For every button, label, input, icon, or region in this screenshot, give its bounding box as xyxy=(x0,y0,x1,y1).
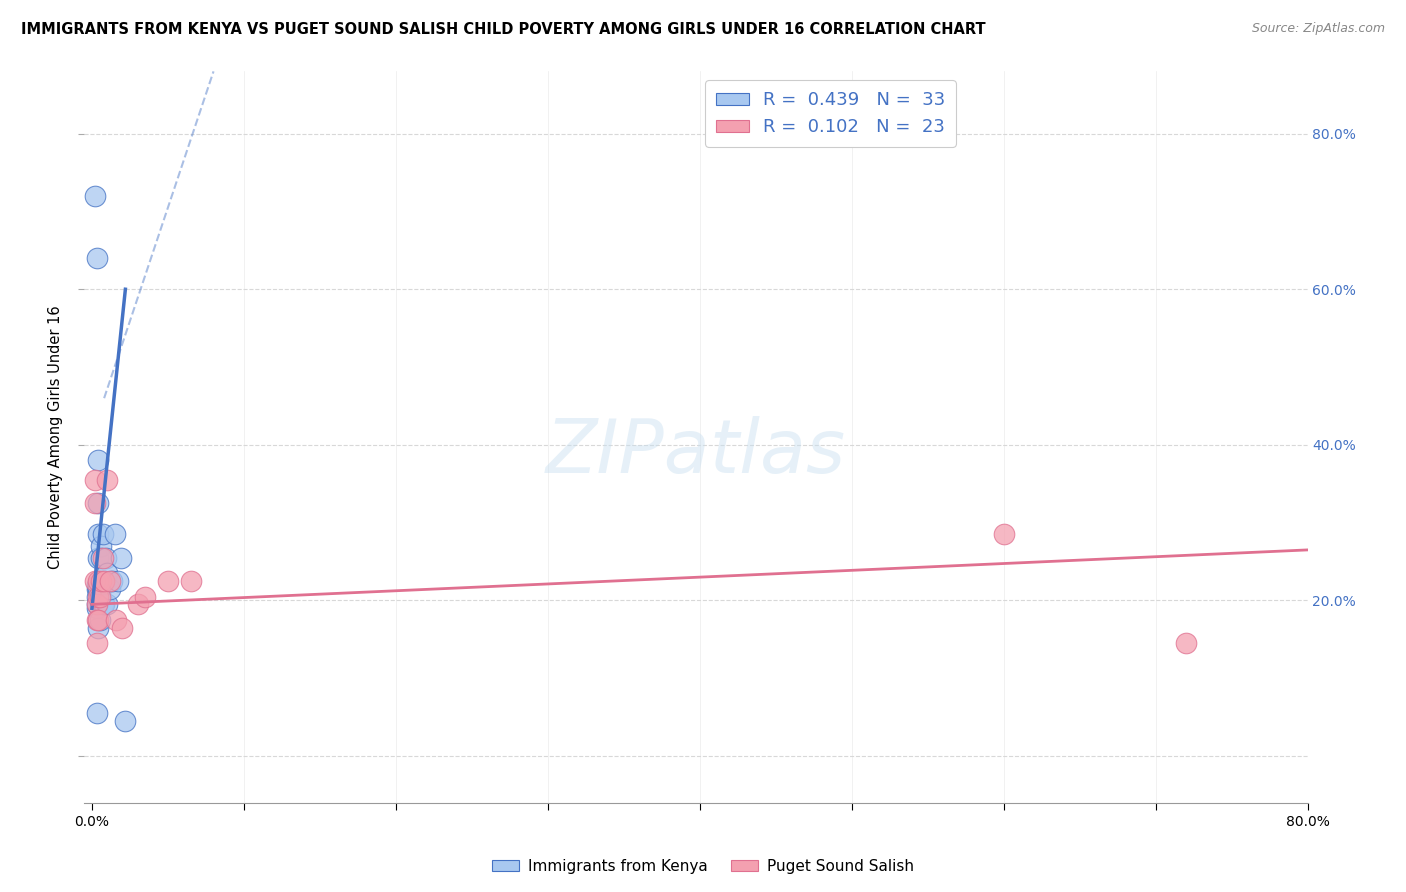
Point xyxy=(84,473,107,487)
Point xyxy=(89,590,111,604)
Point xyxy=(86,598,108,612)
Point xyxy=(87,582,110,596)
Point xyxy=(105,613,128,627)
Point xyxy=(90,574,112,588)
Point xyxy=(1175,636,1198,650)
Point xyxy=(156,574,179,588)
Point xyxy=(84,574,107,588)
Point xyxy=(86,598,108,612)
Point xyxy=(91,527,114,541)
Point xyxy=(94,550,117,565)
Point xyxy=(87,527,110,541)
Point xyxy=(134,590,156,604)
Point xyxy=(93,574,115,588)
Point xyxy=(104,527,127,541)
Point xyxy=(93,598,115,612)
Point xyxy=(98,582,121,596)
Point xyxy=(91,598,114,612)
Point xyxy=(91,550,114,565)
Point xyxy=(110,550,132,565)
Point xyxy=(86,578,108,592)
Point xyxy=(84,496,107,510)
Point xyxy=(87,613,110,627)
Legend: Immigrants from Kenya, Puget Sound Salish: Immigrants from Kenya, Puget Sound Salis… xyxy=(485,853,921,880)
Point xyxy=(93,574,115,588)
Point xyxy=(86,613,108,627)
Point xyxy=(90,539,112,553)
Point xyxy=(86,601,108,615)
Point xyxy=(90,550,112,565)
Text: ZIPatlas: ZIPatlas xyxy=(546,416,846,488)
Point xyxy=(114,714,136,728)
Point xyxy=(87,590,110,604)
Text: Source: ZipAtlas.com: Source: ZipAtlas.com xyxy=(1251,22,1385,36)
Point xyxy=(127,598,149,612)
Point xyxy=(84,189,107,203)
Point xyxy=(86,706,108,721)
Point xyxy=(96,473,118,487)
Point xyxy=(89,593,111,607)
Point xyxy=(89,585,111,599)
Y-axis label: Child Poverty Among Girls Under 16: Child Poverty Among Girls Under 16 xyxy=(48,305,63,569)
Point xyxy=(86,582,108,596)
Point xyxy=(96,566,118,581)
Point xyxy=(87,621,110,635)
Point xyxy=(86,251,108,265)
Point xyxy=(87,574,110,588)
Point xyxy=(87,496,110,510)
Point xyxy=(993,527,1015,541)
Point xyxy=(90,578,112,592)
Point xyxy=(107,574,129,588)
Point xyxy=(96,598,118,612)
Point xyxy=(86,590,108,604)
Point xyxy=(87,550,110,565)
Point xyxy=(86,636,108,650)
Point xyxy=(111,621,134,635)
Text: IMMIGRANTS FROM KENYA VS PUGET SOUND SALISH CHILD POVERTY AMONG GIRLS UNDER 16 C: IMMIGRANTS FROM KENYA VS PUGET SOUND SAL… xyxy=(21,22,986,37)
Point xyxy=(87,453,110,467)
Point xyxy=(89,613,111,627)
Legend: R =  0.439   N =  33, R =  0.102   N =  23: R = 0.439 N = 33, R = 0.102 N = 23 xyxy=(706,80,956,147)
Point xyxy=(98,574,121,588)
Point xyxy=(100,574,122,588)
Point xyxy=(180,574,202,588)
